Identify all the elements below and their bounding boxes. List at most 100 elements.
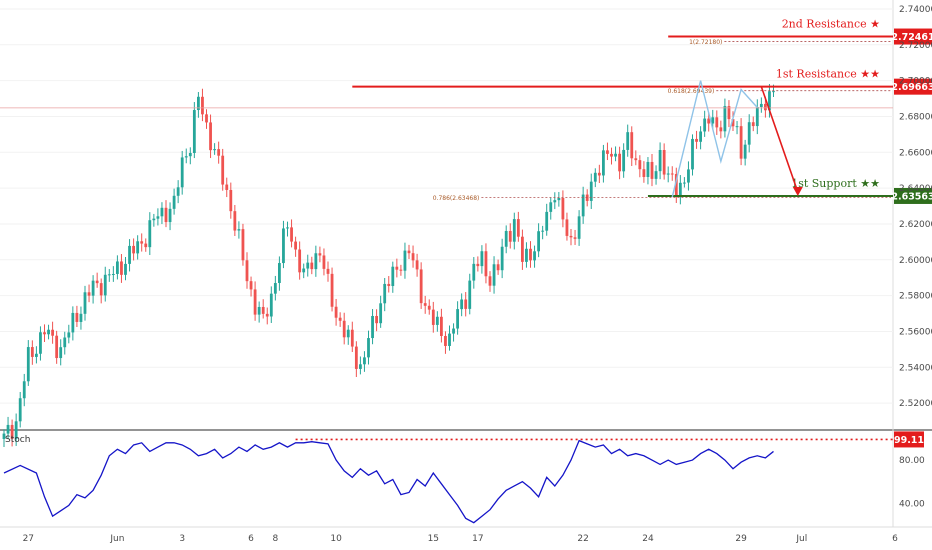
candle-body <box>334 306 338 318</box>
candle-body <box>488 276 492 286</box>
candle-body <box>772 91 775 93</box>
candle-body <box>209 122 212 151</box>
candle-body <box>399 269 403 271</box>
candle-body <box>525 248 528 262</box>
candle-body <box>116 261 119 274</box>
candle-body <box>286 227 289 229</box>
time-tick-label: 22 <box>577 534 588 544</box>
candle-body <box>666 173 670 175</box>
stoch-line <box>3 439 774 524</box>
candle-body <box>35 353 38 357</box>
candle-body <box>184 156 188 158</box>
grid-lines <box>0 0 932 528</box>
fib-label: 1(2.72180) <box>689 39 722 46</box>
candle-body <box>269 293 273 317</box>
candle-body <box>456 309 459 329</box>
candle-body <box>735 126 739 128</box>
candle-body <box>132 245 135 254</box>
candle-body <box>731 119 735 127</box>
price-candles <box>2 84 775 448</box>
candle-body <box>383 283 387 304</box>
candle-body <box>480 251 484 267</box>
candle-body <box>217 149 221 156</box>
candle-body <box>10 424 14 439</box>
candle-body <box>6 424 10 434</box>
candle-body <box>545 211 549 231</box>
candle-body <box>387 283 391 287</box>
candle-body <box>2 433 6 439</box>
candle-body <box>253 289 257 315</box>
candle-body <box>707 118 711 124</box>
price-tick-label: 2.66000 <box>899 148 932 158</box>
candle-body <box>128 245 131 264</box>
candle-body <box>650 161 654 179</box>
candle-body <box>290 227 293 242</box>
candle-body <box>634 158 638 161</box>
candle-body <box>541 230 545 232</box>
candle-body <box>338 317 342 321</box>
candle-body <box>148 220 152 248</box>
candle-body <box>342 320 346 338</box>
candle-body <box>367 338 370 358</box>
time-tick-label: 17 <box>472 534 483 544</box>
level-label: 1st Resistance ★★ <box>776 68 880 81</box>
candle-body <box>67 332 71 338</box>
candle-body <box>375 315 378 324</box>
candle-body <box>411 253 415 261</box>
candle-body <box>221 155 225 185</box>
price-overlays: 2nd Resistance ★ 2.72461 1st Resistance ★★… <box>0 18 932 204</box>
candle-body <box>630 132 634 159</box>
time-tick-label: 3 <box>179 534 185 544</box>
candle-body <box>768 91 771 111</box>
price-tick-label: 2.64000 <box>899 184 932 194</box>
candle-body <box>581 194 585 217</box>
candle-body <box>257 306 261 315</box>
candle-body <box>419 269 423 304</box>
candle-body <box>435 316 439 325</box>
candle-body <box>755 106 759 127</box>
candle-body <box>51 329 54 336</box>
candle-body <box>719 127 723 132</box>
time-tick-label: 6 <box>892 534 898 544</box>
candle-body <box>79 313 83 322</box>
stoch-tick-label: 80.00 <box>899 456 925 466</box>
candle-body <box>512 219 516 242</box>
candle-body <box>606 150 609 154</box>
candle-body <box>354 346 358 369</box>
candle-body <box>14 421 18 439</box>
candle-body <box>444 335 447 346</box>
candle-body <box>646 161 650 177</box>
candle-body <box>427 305 431 310</box>
candle-body <box>751 122 755 127</box>
harmonic-pattern <box>671 80 758 198</box>
candle-body <box>326 268 330 274</box>
candle-body <box>573 237 577 239</box>
candle-body <box>55 335 59 359</box>
candle-body <box>152 218 156 221</box>
price-tick-label: 2.72000 <box>899 41 932 51</box>
level-value-badge <box>894 28 932 45</box>
candle-body <box>371 315 374 339</box>
candle-body <box>241 229 245 261</box>
candle-body <box>553 200 557 203</box>
candle-body <box>172 195 176 209</box>
candle-body <box>43 332 46 335</box>
candle-body <box>39 332 42 354</box>
fib-label: 0.786(2.63468) <box>433 195 480 202</box>
candle-body <box>363 357 366 365</box>
candle-body <box>391 266 395 287</box>
candle-body <box>464 299 468 309</box>
price-tick-label: 2.74000 <box>899 5 932 15</box>
candle-body <box>107 274 111 276</box>
candle-body <box>759 103 763 107</box>
price-tick-label: 2.68000 <box>899 112 932 122</box>
candle-body <box>91 280 95 296</box>
candle-body <box>561 197 565 220</box>
stoch-level-badge <box>894 431 924 448</box>
candle-body <box>103 274 107 296</box>
candle-body <box>691 138 694 170</box>
candle-body <box>261 306 265 314</box>
candle-body <box>727 106 731 120</box>
fib-label: 0.618(2.69439) <box>668 88 715 95</box>
